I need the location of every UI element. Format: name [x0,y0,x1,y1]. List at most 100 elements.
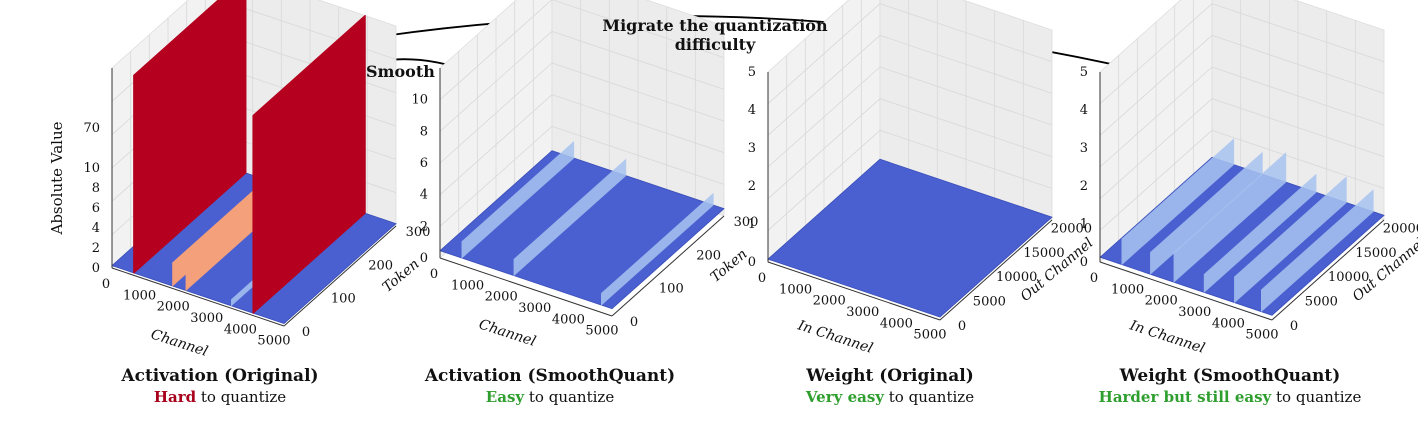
y-tick-label: 200 [696,248,721,263]
caption-highlight: Very easy [805,388,884,406]
x-tick-label: 5000 [913,328,946,343]
y-tick-label: 5000 [1305,295,1338,310]
caption-weight-smoothquant: Weight (SmoothQuant) Harder but still ea… [1070,366,1390,406]
x-tick-label: 1000 [451,278,484,293]
y-axis [1271,219,1385,321]
x-tick-label: 4000 [224,322,257,337]
chart-panel-0: 0100020003000400050000100200300024681070… [48,0,430,360]
caption-rest: to quantize [524,388,615,406]
x-tick-label: 5000 [257,334,290,349]
gridline [223,0,397,60]
z-tick-label: 4 [1080,103,1088,118]
y-tick-label: 20000 [1051,221,1092,236]
x-tick-label: 3000 [846,305,879,320]
y-tick-label: 20000 [1383,221,1418,236]
chart-panel-1: 01000200030004000500001002003000246810Ch… [411,0,758,350]
z-tick-label: 3 [748,141,756,156]
smooth-annotation: Smooth [366,62,435,81]
y-tick-label: 200 [368,258,393,273]
z-tick-label: 2 [1080,179,1088,194]
caption-title: Weight (SmoothQuant) [1119,366,1341,386]
x-tick-label: 1000 [779,282,812,297]
gridline [551,0,725,59]
caption-subtitle: Hard to quantize [90,388,350,406]
z-tick-label: 6 [92,201,100,216]
z-tick-label: 0 [420,251,428,266]
z-tick-label: 5 [1080,65,1088,80]
caption-title: Activation (SmoothQuant) [424,366,676,386]
outlier-wall-4800 [600,193,714,306]
y-tick-label: 300 [734,215,759,230]
x-tick-label: 4000 [1212,316,1245,331]
z-tick-label: 10 [83,161,100,176]
x-tick-label: 2000 [157,300,190,315]
x-axis-label: Channel [149,326,210,359]
outlier-wall-650 [461,141,575,259]
z-tick-label: 4 [92,221,100,236]
surface-floor [439,150,725,310]
outlier-wall-4200 [252,14,366,314]
x-tick-label: 0 [102,277,110,292]
gridline [879,3,1053,63]
x-tick-label: 4000 [552,312,585,327]
z-tick-label: 0 [92,261,100,276]
y-tick-label: 100 [659,282,684,297]
y-tick-label: 0 [630,315,638,330]
surface-floor [767,158,1053,318]
caption-title: Activation (Original) [121,366,319,386]
y-tick-label: 0 [958,319,966,334]
z-tick-label: 4 [748,103,756,118]
x-tick-label: 3000 [190,311,223,326]
x-tick-label: 2000 [813,294,846,309]
caption-highlight: Harder but still easy [1098,388,1272,406]
z-tick-label: 5 [748,65,756,80]
x-axis [767,261,941,321]
caption-rest: to quantize [1271,388,1362,406]
y-tick-label: 5000 [973,295,1006,310]
chart-panel-2: 0100020003000400050000500010000150002000… [748,0,1096,357]
y-tick-label: 0 [1290,319,1298,334]
y-tick-label: 100 [331,292,356,307]
y-tick-label: 10000 [1328,270,1369,285]
caption-activation-smoothquant: Activation (SmoothQuant) Easy to quantiz… [420,366,680,406]
x-tick-label: 3000 [518,301,551,316]
y-axis [939,219,1053,321]
x-tick-label: 2000 [485,290,518,305]
caption-subtitle: Easy to quantize [420,388,680,406]
x-tick-label: 4000 [880,316,913,331]
x-tick-label: 1000 [123,288,156,303]
x-axis [111,267,285,327]
x-tick-label: 3000 [1178,305,1211,320]
z-tick-label: 1 [748,217,756,232]
outlier-wall-3100 [1203,174,1317,293]
x-tick-label: 5000 [1245,328,1278,343]
y-axis [611,215,725,317]
caption-weight-original: Weight (Original) Very easy to quantize [760,366,1020,406]
z-axis-label: Absolute Value [48,121,66,235]
outlier-wall-650 [133,0,247,274]
y-tick-label: 15000 [1023,246,1064,261]
x-tick-label: 0 [430,267,438,282]
z-tick-label: 2 [748,179,756,194]
migrate-line1: Migrate the quantization [602,16,828,35]
caption-title: Weight (Original) [806,366,974,386]
z-tick-label: 4 [420,188,428,203]
gridline [767,3,881,104]
caption-activation-original: Activation (Original) Hard to quantize [90,366,350,406]
y-tick-label: 300 [406,225,431,240]
gridline [1099,3,1213,104]
x-tick-label: 0 [1090,271,1098,286]
z-tick-label: 1 [1080,217,1088,232]
x-axis-label: Channel [477,316,538,349]
chart-panel-3: 0100020003000400050000500010000150002000… [1080,0,1418,357]
caption-highlight: Hard [153,388,197,406]
z-tick-label: 8 [420,124,428,139]
x-tick-label: 2000 [1145,294,1178,309]
caption-highlight: Easy [485,388,525,406]
x-tick-label: 1000 [1111,282,1144,297]
caption-subtitle: Harder but still easy to quantize [1070,388,1390,406]
y-axis [283,225,397,327]
x-tick-label: 5000 [585,324,618,339]
outlier-wall-4000 [1234,176,1347,303]
gridline [439,0,553,100]
